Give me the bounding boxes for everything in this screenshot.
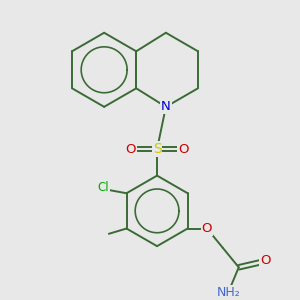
Text: NH₂: NH₂ <box>216 286 240 298</box>
Text: O: O <box>178 143 189 156</box>
Text: O: O <box>260 254 270 267</box>
Text: O: O <box>202 222 212 235</box>
Text: O: O <box>125 143 136 156</box>
Text: S: S <box>153 142 161 156</box>
Text: Cl: Cl <box>97 182 109 194</box>
Text: N: N <box>161 100 171 113</box>
